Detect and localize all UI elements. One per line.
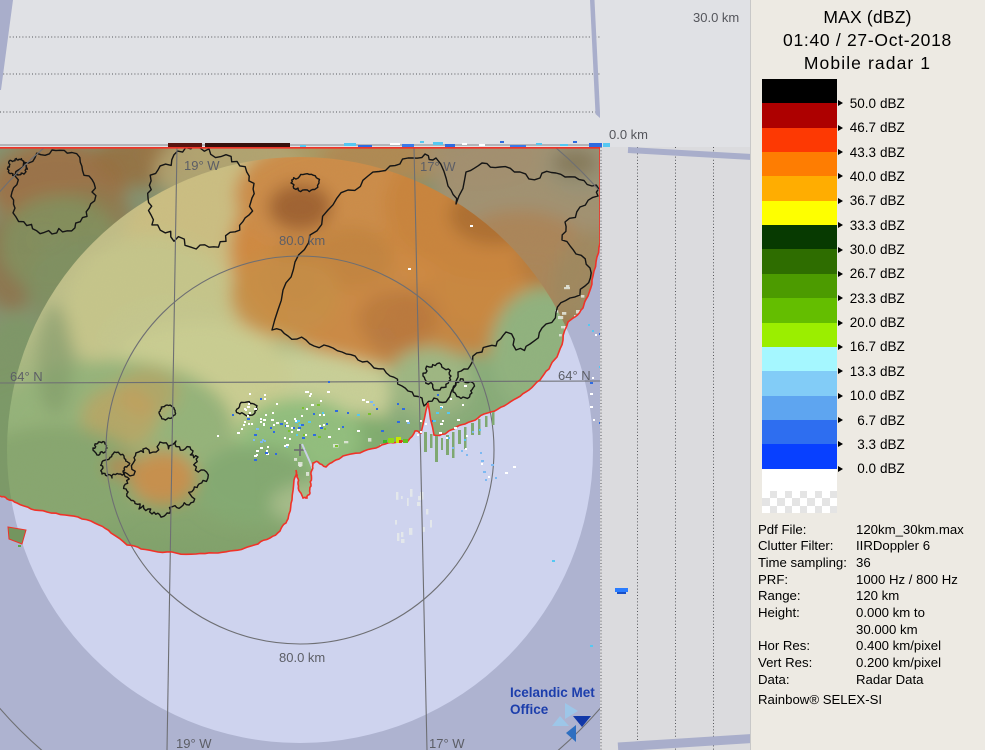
svg-text:17° W: 17° W — [429, 736, 465, 750]
svg-text:Icelandic Met: Icelandic Met — [510, 685, 595, 700]
svg-text:0.0 km: 0.0 km — [609, 127, 648, 142]
svg-text:19° W: 19° W — [184, 158, 220, 173]
svg-text:Office: Office — [510, 702, 549, 717]
svg-text:80.0 km: 80.0 km — [279, 233, 325, 248]
svg-text:80.0 km: 80.0 km — [279, 650, 325, 665]
svg-text:64° N: 64° N — [10, 369, 43, 384]
svg-text:17° W: 17° W — [420, 159, 456, 174]
svg-text:19° W: 19° W — [176, 736, 212, 750]
svg-text:30.0 km: 30.0 km — [693, 10, 739, 25]
svg-text:64° N: 64° N — [558, 368, 591, 383]
